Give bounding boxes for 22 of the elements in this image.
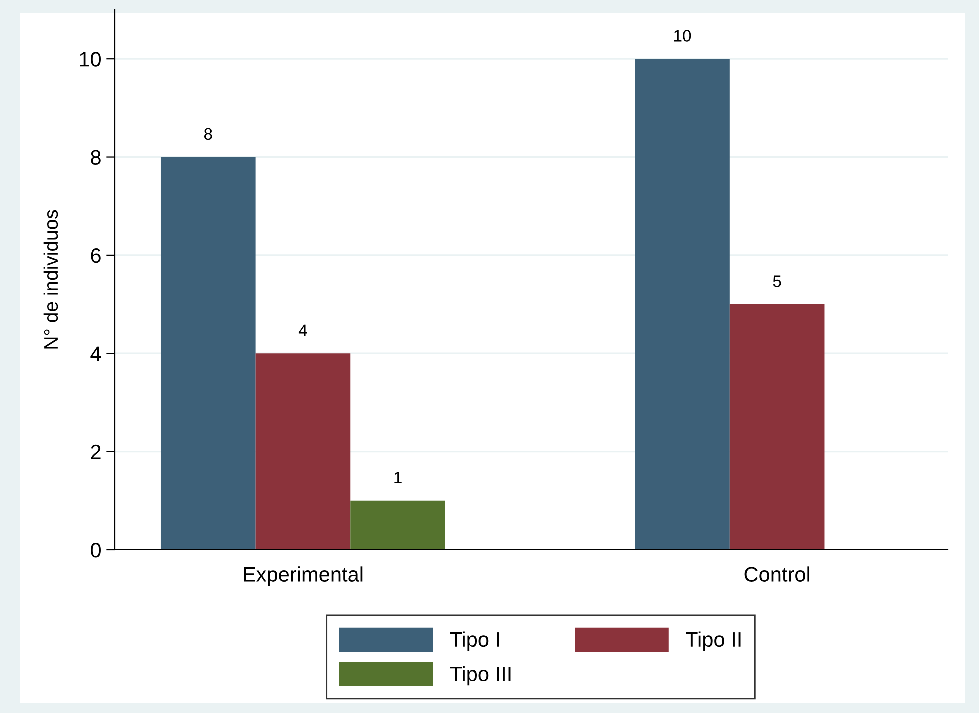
y-tick-label: 4 <box>90 346 102 362</box>
data-label: 4 <box>298 324 308 336</box>
y-axis-title: N° de individuos <box>44 210 58 349</box>
bar <box>160 157 256 550</box>
x-tick-label: Control <box>744 566 810 582</box>
legend-label: Tipo II <box>686 632 741 652</box>
y-tick-label: 6 <box>91 248 101 264</box>
y-tick-label: 0 <box>91 543 101 558</box>
y-tick-label: 10 <box>80 52 101 67</box>
data-label: 8 <box>204 128 212 140</box>
bar <box>730 304 825 550</box>
legend-label: Tipo III <box>450 666 511 686</box>
data-label: 10 <box>674 30 692 42</box>
bar <box>256 354 351 550</box>
bar <box>350 500 446 550</box>
data-label: 5 <box>773 276 782 288</box>
y-tick-label: 2 <box>91 444 101 460</box>
y-tick-label: 8 <box>91 150 101 166</box>
bar <box>635 59 730 550</box>
x-tick-label: Experimental <box>244 566 363 586</box>
data-label: 1 <box>394 472 402 484</box>
legend-label: Tipo I <box>450 632 500 652</box>
